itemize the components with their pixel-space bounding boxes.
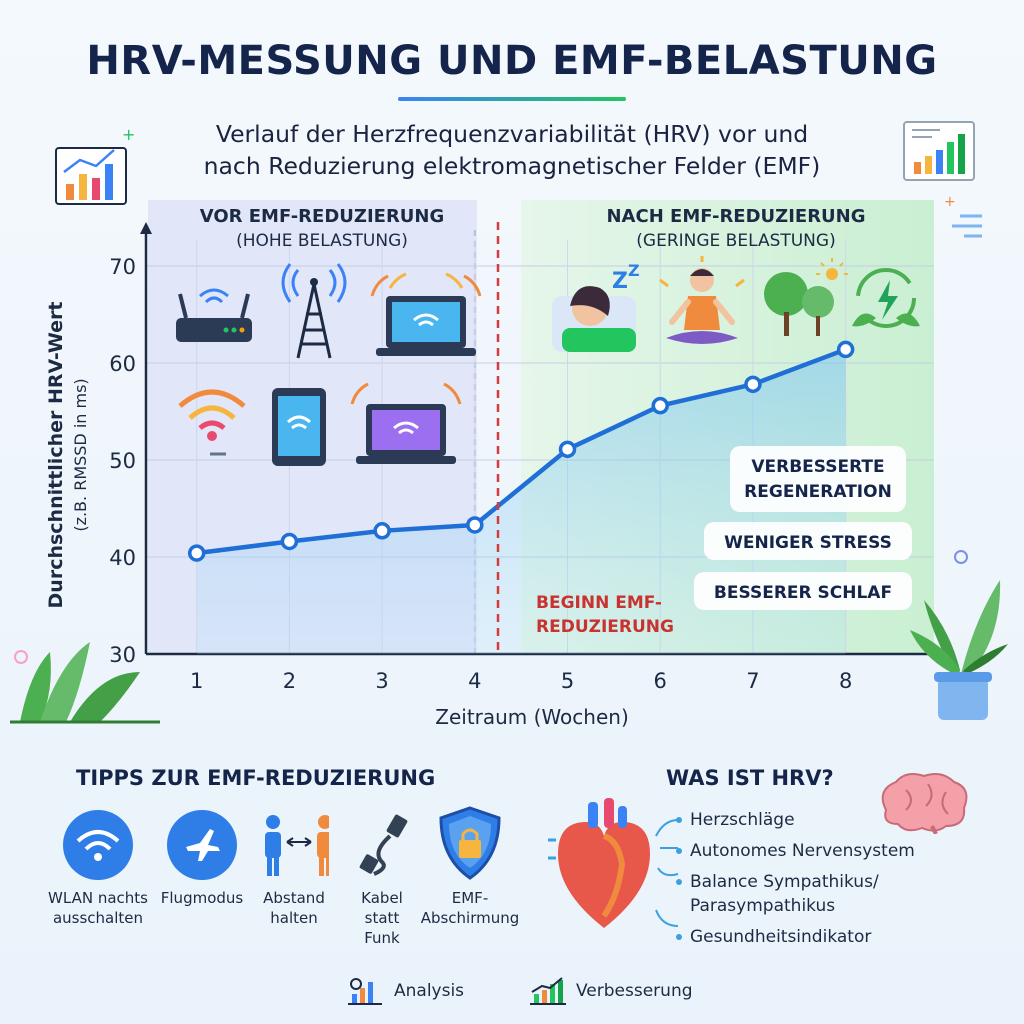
data-point — [373, 522, 391, 540]
y-tick-label: 40 — [109, 546, 136, 570]
tip-label: Kabel statt Funk — [361, 889, 403, 947]
footer-improvement-label: Verbesserung — [576, 981, 693, 1001]
y-tick-label: 70 — [109, 255, 136, 279]
shield-icon — [435, 806, 505, 880]
tips-title: TIPPS ZUR EMF-REDUZIERUNG — [76, 766, 436, 790]
x-tick-label: 2 — [283, 669, 296, 693]
bush-deco-icon — [10, 642, 160, 724]
hrv-item: Parasympathikus — [690, 896, 836, 916]
improvement-icon — [530, 977, 566, 1005]
x-tick-label: 6 — [654, 669, 667, 693]
connector-lines — [655, 819, 679, 927]
y-axis-arrow — [140, 222, 152, 234]
annotation-text: VERBESSERTE — [751, 457, 884, 477]
hrv-item: Balance Sympathikus/ — [676, 870, 976, 894]
y-axis-label-sub: (z.B. RMSSD in ms) — [71, 378, 90, 531]
annotation-text: WENIGER STRESS — [724, 533, 892, 553]
laptop-icon — [370, 272, 482, 356]
series-area — [196, 349, 846, 654]
growth-chart-deco-icon — [903, 121, 975, 181]
marker-label-2: REDUZIERUNG — [536, 617, 674, 637]
cell-tower-icon — [281, 263, 347, 359]
zone-after-sub: (GERINGE BELASTUNG) — [636, 231, 835, 251]
tip-kabel: Kabel statt Funk — [332, 810, 432, 948]
svg-text:Z: Z — [612, 269, 628, 294]
data-point — [836, 340, 855, 359]
chart-subtitle: Verlauf der Herzfrequenzvariabilität (HR… — [130, 118, 894, 182]
laptop-2-icon — [350, 382, 462, 464]
x-tick-label: 4 — [468, 669, 481, 693]
analysis-icon — [348, 978, 382, 1005]
x-tick-label: 5 — [561, 669, 574, 693]
heart-icon — [548, 798, 650, 928]
svg-text:Z: Z — [628, 261, 640, 280]
y-tick-label: 30 — [109, 643, 136, 667]
trees-icon — [764, 258, 848, 336]
annotation-pill — [704, 522, 912, 560]
brain-icon — [881, 773, 968, 834]
footer-analysis-label: Analysis — [394, 981, 465, 1001]
airplane-icon — [167, 810, 237, 880]
tip-wlan: WLAN nachts ausschalten — [48, 810, 148, 928]
zone-before-title: VOR EMF-REDUZIERUNG — [200, 206, 445, 227]
tablet-icon — [272, 388, 326, 466]
svg-text:+: + — [122, 128, 134, 144]
hrv-line-chart: 30 40 50 60 70 1 2 3 4 5 6 7 8 BEGINN EMF- REDUZIERUN… — [45, 200, 940, 729]
wifi-icon — [63, 810, 133, 880]
footer-analysis: Analysis — [346, 976, 464, 1006]
zone-before-sub: (HOHE BELASTUNG) — [236, 231, 408, 251]
y-axis-label: Durchschnittlicher HRV-Wert — [45, 302, 67, 609]
data-point — [187, 544, 206, 562]
distance-icon — [259, 810, 329, 880]
y-tick-label: 60 — [109, 352, 136, 376]
list-lines-deco-icon: + — [944, 194, 982, 238]
tip-label: Flugmodus — [160, 889, 244, 907]
svg-text:+: + — [944, 194, 956, 210]
data-point — [651, 396, 669, 415]
cable-icon — [347, 810, 417, 880]
potted-plant-icon — [910, 580, 1008, 720]
footer-improvement: Verbesserung — [528, 976, 693, 1006]
hrv-item: Herzschläge — [676, 808, 976, 832]
marker-label-1: BEGINN EMF- — [536, 593, 662, 613]
x-tick-label: 1 — [190, 669, 203, 693]
zone-after-title: NACH EMF-REDUZIERUNG — [606, 206, 865, 227]
sleeping-person-icon: Z Z — [552, 261, 640, 352]
data-point — [466, 516, 484, 534]
page-title: HRV-MESSUNG UND EMF-BELASTUNG — [86, 38, 938, 84]
annotation-pill — [694, 572, 912, 610]
hrv-title: WAS IST HRV? — [666, 766, 834, 790]
subtitle-line-1: Verlauf der Herzfrequenzvariabilität (HR… — [215, 120, 809, 148]
y-tick-label: 50 — [109, 449, 136, 473]
annotation-text: BESSERER SCHLAF — [714, 583, 892, 603]
data-point — [558, 440, 577, 459]
tip-abschirmung: EMF- Abschirmung — [420, 806, 520, 928]
meditation-icon — [659, 256, 745, 344]
bar-chart-deco-icon: + — [55, 128, 134, 205]
x-tick-label: 3 — [375, 669, 388, 693]
wifi-signal-icon — [178, 389, 246, 456]
tip-label: EMF- Abschirmung — [420, 889, 520, 927]
deco-circle — [954, 550, 968, 564]
tip-label: Abstand halten — [263, 889, 325, 927]
tip-flugmodus: Flugmodus — [152, 810, 252, 908]
data-point — [280, 532, 299, 551]
x-axis-label: Zeitraum (Wochen) — [435, 705, 629, 729]
data-point — [744, 375, 762, 394]
subtitle-line-2: nach Reduzierung elektromagnetischer Fel… — [203, 152, 821, 180]
hrv-item: Gesundheitsindikator — [676, 925, 976, 949]
title-underline — [398, 97, 626, 101]
hrv-item: Autonomes Nervensystem — [676, 839, 976, 863]
annotation-pill — [730, 446, 906, 512]
tip-abstand: Abstand halten — [244, 810, 344, 928]
annotation-text: REGENERATION — [744, 482, 892, 502]
eco-energy-icon — [852, 268, 920, 328]
router-icon — [176, 288, 252, 342]
tip-label: WLAN nachts ausschalten — [48, 889, 148, 927]
series-line — [196, 347, 847, 556]
x-tick-label: 7 — [746, 669, 759, 693]
hrv-list: Herzschläge Autonomes Nervensystem Balan… — [676, 808, 976, 956]
x-tick-label: 8 — [839, 669, 852, 693]
deco-circle — [14, 650, 28, 664]
